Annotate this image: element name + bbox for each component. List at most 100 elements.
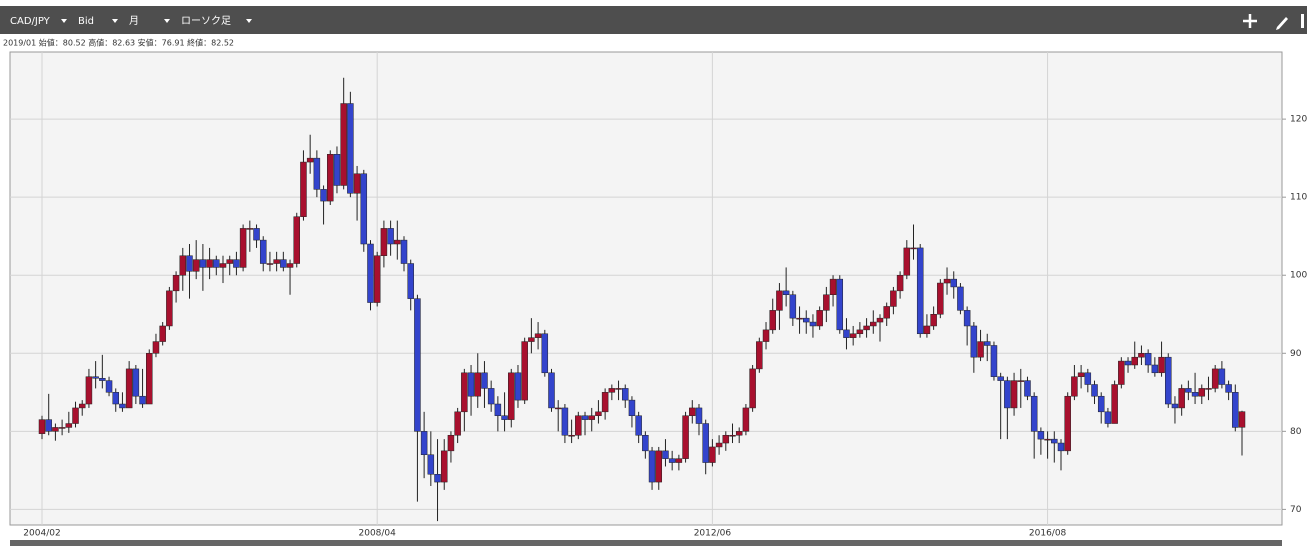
candle-body (682, 415, 689, 459)
candle-body (642, 434, 649, 452)
toolbar-bg (0, 6, 1307, 34)
candle-body (816, 310, 823, 327)
candle-body (762, 329, 770, 342)
candle-body (963, 310, 971, 327)
candle-body (300, 161, 307, 217)
side-select[interactable]: Bid (78, 16, 94, 27)
candle-body (320, 189, 327, 202)
candle-body (166, 290, 173, 327)
add-icon[interactable] (1243, 14, 1257, 28)
candle-body (367, 243, 374, 303)
candle-body (1124, 360, 1132, 366)
candle-body (541, 333, 549, 374)
candle-body (239, 228, 247, 268)
candle-body (1037, 431, 1045, 440)
settings-icon[interactable] (1301, 14, 1304, 28)
y-tick-label: 100 (1290, 271, 1307, 281)
candle-body (132, 368, 140, 397)
candle-body (890, 290, 897, 307)
dropdown-arrow[interactable] (61, 19, 67, 23)
candle-body (440, 450, 448, 483)
candle-body (950, 278, 957, 288)
candle-body (588, 415, 595, 420)
candle-body (1211, 368, 1219, 389)
candle-body (1010, 380, 1018, 409)
candle-body (615, 388, 622, 390)
candle-body (78, 403, 86, 409)
candle-body (99, 378, 106, 381)
candle-body (1057, 442, 1065, 452)
candle-body (769, 310, 776, 331)
candle-body (1238, 411, 1246, 428)
period-select[interactable]: 月 (129, 15, 139, 27)
scrollbar[interactable] (10, 540, 1282, 546)
candle-body (581, 415, 589, 420)
candle-body (923, 325, 931, 335)
candle-body (668, 458, 676, 463)
candle-body (621, 388, 629, 401)
candle-body (796, 317, 803, 320)
candle-body (856, 329, 864, 335)
draw-icon[interactable] (1276, 17, 1288, 30)
candle-body (213, 259, 220, 268)
candle-body (695, 407, 703, 424)
candle-body (467, 372, 475, 397)
pair-select[interactable]: CAD/JPY (10, 16, 51, 27)
candle-body (809, 321, 817, 327)
candle-body (233, 259, 240, 268)
candle-body (246, 228, 254, 230)
candle-body (1017, 380, 1025, 382)
candle-body (380, 228, 388, 256)
candle-body (65, 423, 73, 428)
candle-body (1138, 353, 1145, 358)
candle-body (1084, 372, 1092, 385)
candle-body (1151, 364, 1159, 374)
candle-body (870, 321, 877, 327)
candle-body (1024, 380, 1031, 397)
candle-body (1171, 403, 1179, 409)
candle-body (353, 173, 361, 194)
candle-body (1218, 368, 1226, 385)
candle-body (206, 259, 213, 268)
candle-body (702, 423, 709, 463)
candle-body (387, 228, 394, 245)
candle-body (407, 263, 414, 299)
candle-body (997, 376, 1004, 381)
candle-body (943, 278, 951, 284)
candle-body (1044, 438, 1051, 441)
candle-body (313, 157, 321, 190)
x-tick-label: 2012/06 (694, 529, 732, 539)
style-select[interactable]: ローソク足 (181, 15, 231, 27)
plot-area (9, 51, 1283, 526)
candle-body (1191, 392, 1199, 397)
candle-body (601, 392, 609, 413)
candle-body (340, 103, 347, 186)
candle-body (735, 431, 743, 436)
candle-body (447, 434, 455, 452)
candle-body (1097, 395, 1105, 413)
candle-body (1071, 376, 1078, 397)
candle-body (172, 274, 180, 292)
plot: 70 80 90 100 110 120 2004/02 2008/04 2012/06 2016… (10, 52, 1307, 539)
candle-body (1144, 353, 1152, 366)
dropdown-arrow[interactable] (246, 19, 252, 23)
candle-body (219, 263, 227, 268)
candle-body (286, 263, 294, 268)
candle-body (501, 415, 508, 420)
candle-body (454, 411, 461, 436)
x-tick-label: 2008/04 (359, 529, 397, 539)
candle-body (199, 259, 207, 268)
candle-body (1091, 384, 1098, 397)
candle-body (293, 216, 300, 264)
dropdown-arrow[interactable] (112, 19, 118, 23)
candle-body (1185, 388, 1192, 393)
dropdown-arrow[interactable] (164, 19, 170, 23)
candle-body (628, 399, 636, 416)
candle-body (662, 450, 669, 459)
candle-body (461, 372, 468, 413)
candle-body (52, 427, 59, 432)
candle-body (709, 446, 716, 463)
candle-body (937, 282, 944, 315)
candle-body (789, 294, 797, 319)
